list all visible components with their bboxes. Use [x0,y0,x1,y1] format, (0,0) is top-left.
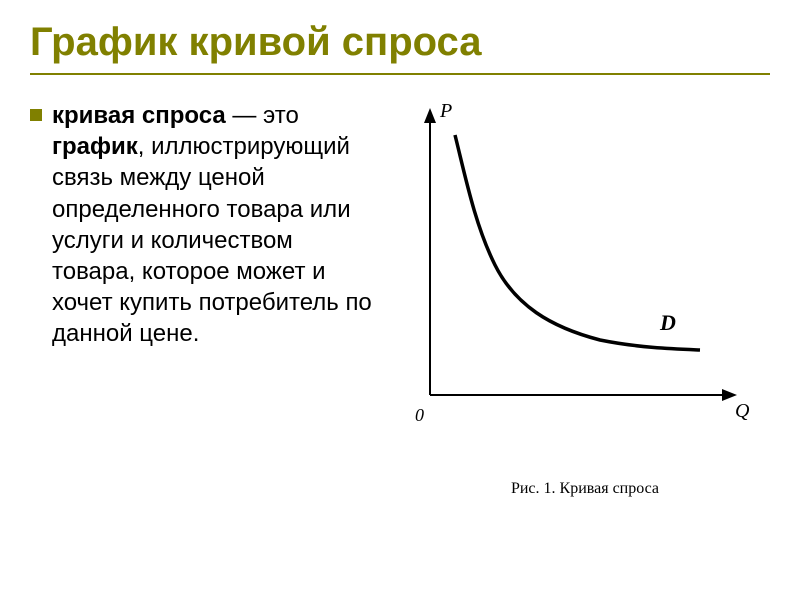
term-bold-1: кривая спроса [52,102,226,129]
chart-caption: Рис. 1. Кривая спроса [400,480,770,498]
curve-label: D [660,310,676,336]
chart-column: P Q 0 D Рис. 1. Кривая спроса [400,95,770,498]
bullet-item: кривая спроса — это график, иллюстрирующ… [30,100,380,350]
term-bold-2: график [52,133,138,160]
x-axis-label: Q [735,400,749,423]
slide-title: График кривой спроса [30,20,770,75]
slide-container: График кривой спроса кривая спроса — это… [0,0,800,600]
origin-label: 0 [415,405,424,426]
y-axis-arrow-icon [424,108,436,123]
bullet-marker-icon [30,109,42,121]
chart-svg [400,105,760,425]
y-axis-label: P [440,100,452,123]
body-text: кривая спроса — это график, иллюстрирующ… [52,100,380,350]
content-row: кривая спроса — это график, иллюстрирующ… [30,95,770,498]
text-column: кривая спроса — это график, иллюстрирующ… [30,95,380,498]
demand-curve-chart: P Q 0 D [400,105,760,465]
rest-text: , иллюстрирующий связь между ценой опред… [52,133,372,347]
sep-text: — это [226,102,299,129]
